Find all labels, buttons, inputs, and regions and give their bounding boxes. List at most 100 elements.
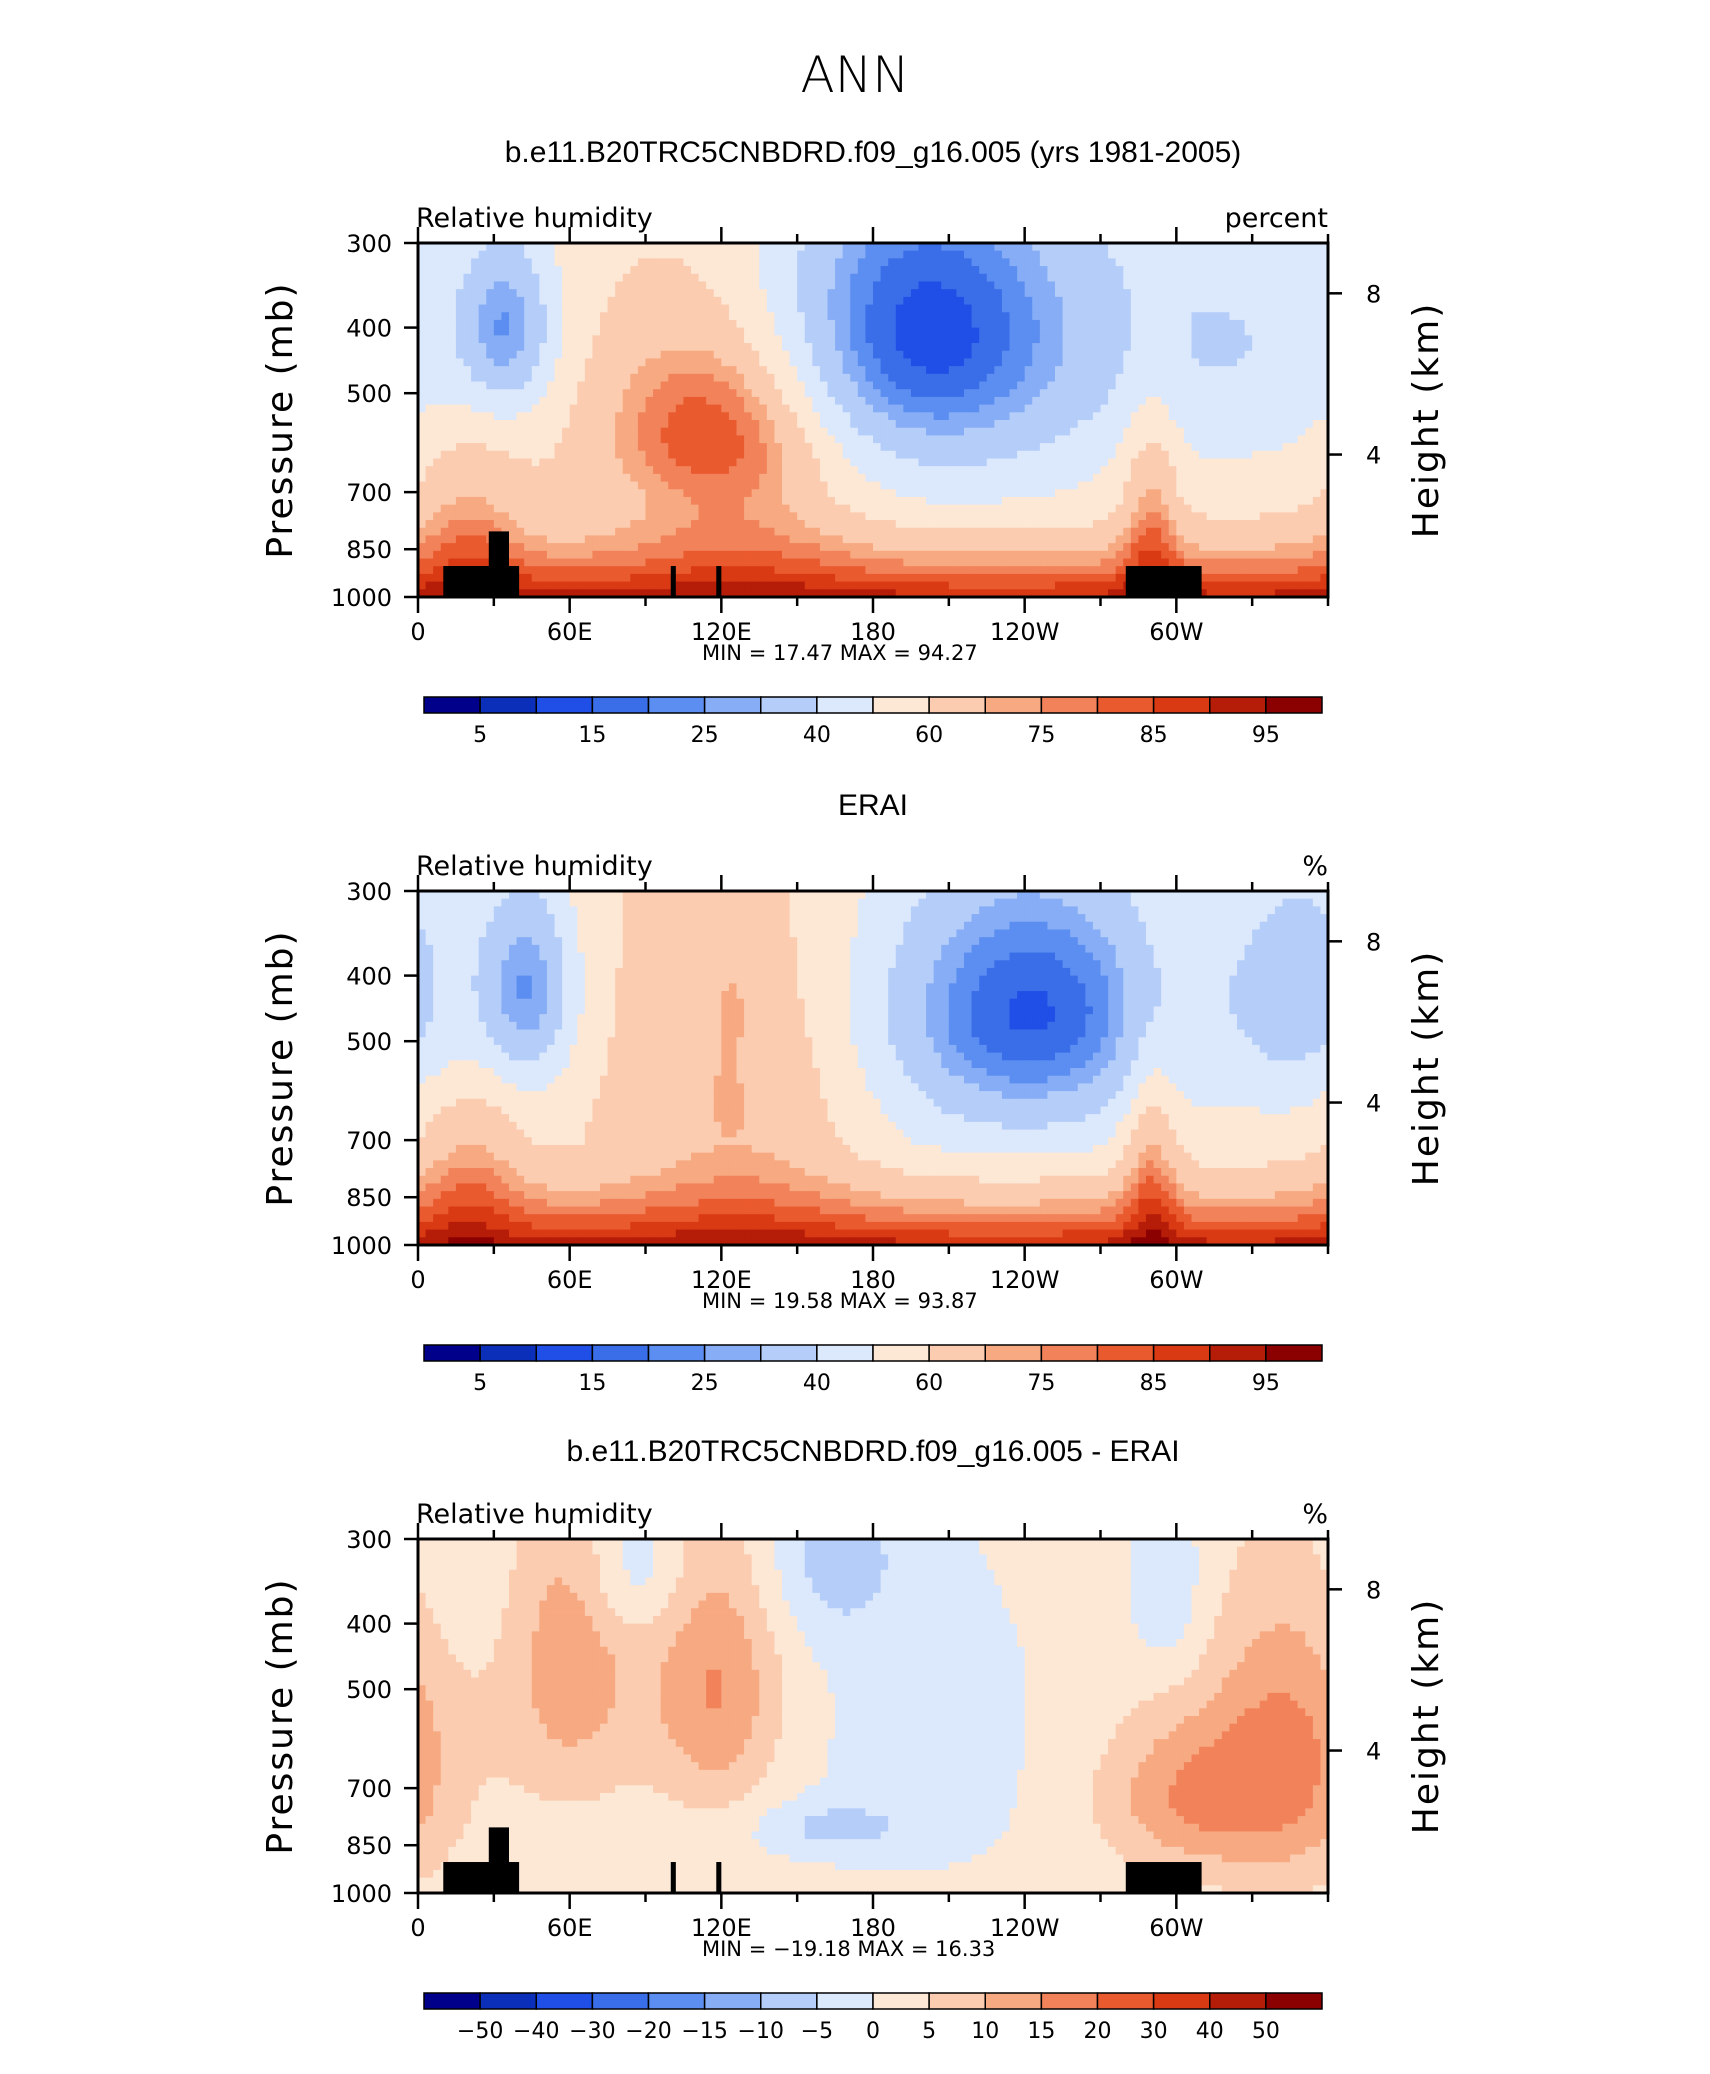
field-cell bbox=[524, 558, 533, 567]
field-cell bbox=[1168, 381, 1177, 390]
field-cell bbox=[1176, 404, 1185, 413]
field-cell bbox=[546, 435, 556, 444]
field-cell bbox=[1032, 504, 1041, 513]
field-cell bbox=[531, 373, 540, 383]
field-cell bbox=[910, 358, 920, 367]
field-cell bbox=[941, 450, 950, 460]
field-cell bbox=[615, 389, 624, 398]
field-cell bbox=[721, 389, 730, 398]
field-cell bbox=[569, 481, 578, 490]
field-cell bbox=[713, 319, 722, 329]
field-cell bbox=[956, 243, 965, 252]
field-cell bbox=[986, 243, 995, 252]
field-cell bbox=[486, 450, 495, 460]
field-cell bbox=[1146, 327, 1155, 336]
field-cell bbox=[1153, 381, 1162, 390]
field-cell bbox=[1092, 420, 1102, 429]
field-cell bbox=[850, 466, 859, 475]
field-cell bbox=[455, 535, 465, 544]
field-cell bbox=[888, 558, 897, 567]
field-cell bbox=[493, 304, 503, 313]
field-cell bbox=[895, 489, 904, 498]
field-cell bbox=[1032, 258, 1041, 267]
field-cell bbox=[1062, 289, 1071, 298]
field-cell bbox=[964, 420, 973, 429]
field-cell bbox=[577, 273, 586, 283]
field-cell bbox=[827, 304, 836, 313]
field-cell bbox=[736, 473, 745, 483]
field-cell bbox=[1001, 312, 1011, 321]
field-cell bbox=[1282, 304, 1291, 313]
field-cell bbox=[1206, 281, 1215, 290]
field-cell bbox=[1252, 489, 1261, 498]
field-cell bbox=[509, 396, 518, 406]
field-cell bbox=[1077, 420, 1086, 429]
field-cell bbox=[524, 304, 533, 313]
field-cell bbox=[630, 435, 639, 444]
field-cell bbox=[736, 412, 745, 421]
field-cell bbox=[1123, 473, 1132, 483]
field-cell bbox=[425, 450, 434, 460]
field-cell bbox=[683, 481, 692, 490]
field-cell bbox=[463, 358, 472, 367]
field-cell bbox=[1259, 543, 1268, 552]
field-cell bbox=[1297, 358, 1306, 367]
field-cell bbox=[622, 281, 631, 290]
field-cell bbox=[683, 427, 692, 436]
field-cell bbox=[1161, 489, 1170, 498]
field-cell bbox=[941, 489, 950, 498]
field-cell bbox=[1229, 420, 1238, 429]
field-cell bbox=[941, 304, 950, 313]
field-cell bbox=[812, 466, 821, 475]
field-cell bbox=[971, 473, 980, 483]
field-cell bbox=[539, 319, 548, 329]
field-cell bbox=[827, 435, 836, 444]
field-cell bbox=[471, 520, 480, 529]
field-cell bbox=[1138, 366, 1147, 375]
field-cell bbox=[964, 250, 973, 259]
field-cell bbox=[607, 327, 616, 336]
field-cell bbox=[1237, 450, 1246, 460]
field-cell bbox=[1055, 420, 1064, 429]
field-cell bbox=[493, 512, 503, 521]
field-cell bbox=[888, 481, 897, 490]
field-cell bbox=[1320, 381, 1329, 390]
field-cell bbox=[546, 458, 556, 467]
field-cell bbox=[797, 450, 806, 460]
field-cell bbox=[562, 250, 571, 259]
field-cell bbox=[1305, 481, 1314, 490]
field-cell bbox=[971, 496, 980, 506]
field-cell bbox=[1115, 289, 1124, 298]
field-cell bbox=[615, 435, 624, 444]
field-cell bbox=[888, 535, 897, 544]
field-cell bbox=[895, 435, 904, 444]
field-cell bbox=[592, 266, 601, 275]
field-cell bbox=[933, 335, 942, 344]
field-cell bbox=[766, 312, 776, 321]
field-cell bbox=[1244, 381, 1253, 390]
field-cell bbox=[1047, 243, 1056, 252]
field-cell bbox=[1312, 550, 1322, 560]
field-cell bbox=[1214, 327, 1223, 336]
field-cell bbox=[964, 327, 973, 336]
field-cell bbox=[782, 266, 791, 275]
field-cell bbox=[478, 304, 487, 313]
field-cell bbox=[1191, 535, 1200, 544]
field-cell bbox=[1259, 350, 1268, 360]
field-cell bbox=[804, 450, 813, 460]
field-cell bbox=[554, 427, 563, 436]
field-cell bbox=[979, 396, 988, 406]
field-cell bbox=[1290, 450, 1299, 460]
field-cell bbox=[554, 304, 563, 313]
field-cell bbox=[1047, 496, 1056, 506]
field-cell bbox=[948, 258, 958, 267]
field-cell bbox=[873, 527, 882, 537]
field-cell bbox=[1267, 250, 1276, 259]
field-cell bbox=[577, 458, 586, 467]
field-cell bbox=[1017, 373, 1026, 383]
field-cell bbox=[1237, 258, 1246, 267]
field-cell bbox=[607, 558, 616, 567]
field-cell bbox=[455, 420, 465, 429]
field-cell bbox=[728, 412, 738, 421]
field-cell bbox=[569, 527, 578, 537]
